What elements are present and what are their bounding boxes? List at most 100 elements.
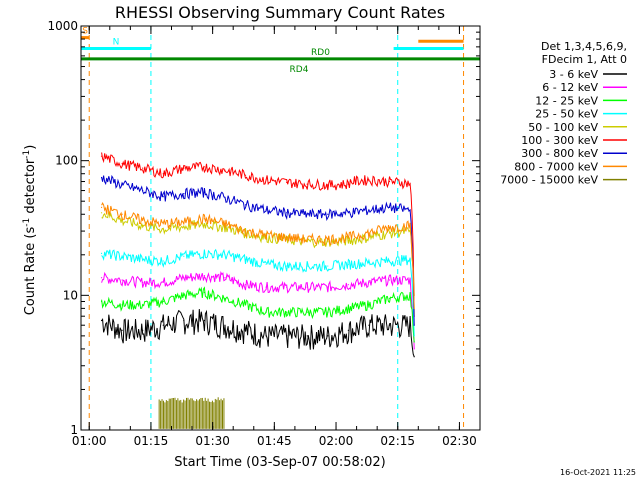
x-tick-label: 02:30 [442, 434, 477, 448]
series-1 [100, 271, 415, 350]
series-4-point [388, 232, 391, 234]
x-tick-label: 02:00 [319, 434, 354, 448]
series-6 [100, 174, 415, 326]
series-2-point [224, 297, 226, 299]
legend-label-4: 50 - 100 keV [528, 121, 598, 134]
legend-label-7: 800 - 7000 keV [514, 160, 598, 173]
series-1-point [265, 286, 267, 288]
x-tick-label: 01:15 [134, 434, 169, 448]
series-0-point [142, 329, 144, 331]
series-6-point [388, 206, 391, 208]
series-5-point [388, 180, 391, 183]
series-6-point [347, 212, 349, 214]
series-2-point [409, 294, 411, 296]
series-5-point [244, 174, 247, 176]
series-4-point [306, 241, 308, 243]
series-3-point [286, 265, 288, 267]
y-tick-label: 100 [55, 154, 78, 168]
series-3-point [409, 258, 411, 260]
series-8 [158, 397, 225, 429]
series-0-point [286, 335, 288, 337]
series-4-point [327, 241, 329, 243]
series-3 [100, 248, 415, 337]
y-tick-label: 10 [63, 288, 78, 302]
series-7-point [244, 230, 247, 232]
series-0-point [203, 319, 206, 322]
state-bar-label-4: RD0 [311, 48, 330, 58]
series-0-point [306, 335, 308, 337]
state-bar-label-0: S [82, 27, 88, 37]
legend-label-1: 6 - 12 keV [542, 81, 598, 94]
series-2-point [413, 341, 415, 343]
series-3-point [121, 255, 123, 257]
series-3-point [203, 252, 206, 254]
series-1-point [413, 348, 415, 350]
series-2-point [162, 300, 164, 303]
series-line-7 [101, 202, 415, 309]
series-7-point [142, 219, 144, 222]
series-3-point [413, 335, 415, 337]
series-line-2 [101, 286, 415, 343]
series-0-point [244, 329, 247, 331]
series-2-point [121, 304, 123, 306]
series-7-point [409, 224, 411, 227]
series-0-point [162, 324, 164, 326]
series-line-5 [101, 152, 415, 317]
legend-label-3: 25 - 50 keV [535, 108, 598, 121]
series-4-point [162, 228, 164, 230]
legend-label-2: 12 - 25 keV [535, 94, 598, 107]
series-6-point [413, 324, 415, 326]
series-6-point [286, 212, 288, 214]
series-2-point [183, 294, 185, 296]
series-2 [100, 286, 415, 343]
axes: 01:00 01:15 01:30 01:45 02:00 02:15 02:30 1 10 10… [47, 19, 481, 448]
series-2-point [100, 300, 103, 303]
legend-label-8: 7000 - 15000 keV [500, 174, 598, 187]
series-4-point [203, 223, 206, 225]
x-tick-label: 01:00 [72, 434, 107, 448]
series-3-point [265, 263, 267, 265]
series-6-point [121, 184, 123, 186]
series-0-point [183, 319, 185, 322]
legend: Det 1,3,4,5,6,9,FDecim 1, Att 0 3 - 6 keV… [500, 40, 627, 187]
series-4-point [142, 224, 144, 227]
series-0-point [413, 356, 415, 358]
series-4-point [183, 225, 185, 227]
series-line-3 [101, 248, 415, 336]
series-2-point [142, 304, 144, 306]
series-2-point [244, 304, 247, 306]
series-1-point [183, 277, 185, 279]
series-6-point [224, 197, 226, 199]
series-7-point [327, 238, 329, 241]
series-3-point [100, 252, 103, 254]
series-4-point [100, 212, 103, 214]
series-1-point [162, 281, 164, 283]
series-6-point [100, 176, 103, 179]
series-7-point [413, 307, 415, 309]
series-5-point [183, 167, 185, 169]
series-7 [100, 202, 415, 309]
series-7-point [265, 234, 267, 236]
series-1-point [100, 277, 103, 279]
series-6-point [203, 191, 206, 194]
series-5-point [347, 183, 349, 185]
series-0-point [121, 329, 123, 331]
series-7-point [100, 206, 103, 208]
y-axis-label: Count Rate (s-1 detector-1) [22, 145, 38, 316]
series-7-point [388, 226, 391, 228]
series-1-point [224, 277, 226, 279]
series-6-point [327, 213, 329, 215]
series-5-point [162, 173, 164, 175]
series-5-point [368, 179, 370, 181]
chart-title: RHESSI Observing Summary Count Rates [115, 3, 445, 22]
series-0-point [327, 335, 329, 337]
series-1-point [368, 281, 370, 283]
series-0-point [409, 324, 411, 326]
series-2-point [306, 311, 308, 313]
series-2-point [347, 307, 349, 309]
series-6-point [142, 189, 144, 192]
bar-label-0: RD4 [290, 65, 309, 75]
series-2-point [265, 311, 267, 313]
series-0-point [265, 335, 267, 337]
series-6-point [244, 204, 247, 206]
